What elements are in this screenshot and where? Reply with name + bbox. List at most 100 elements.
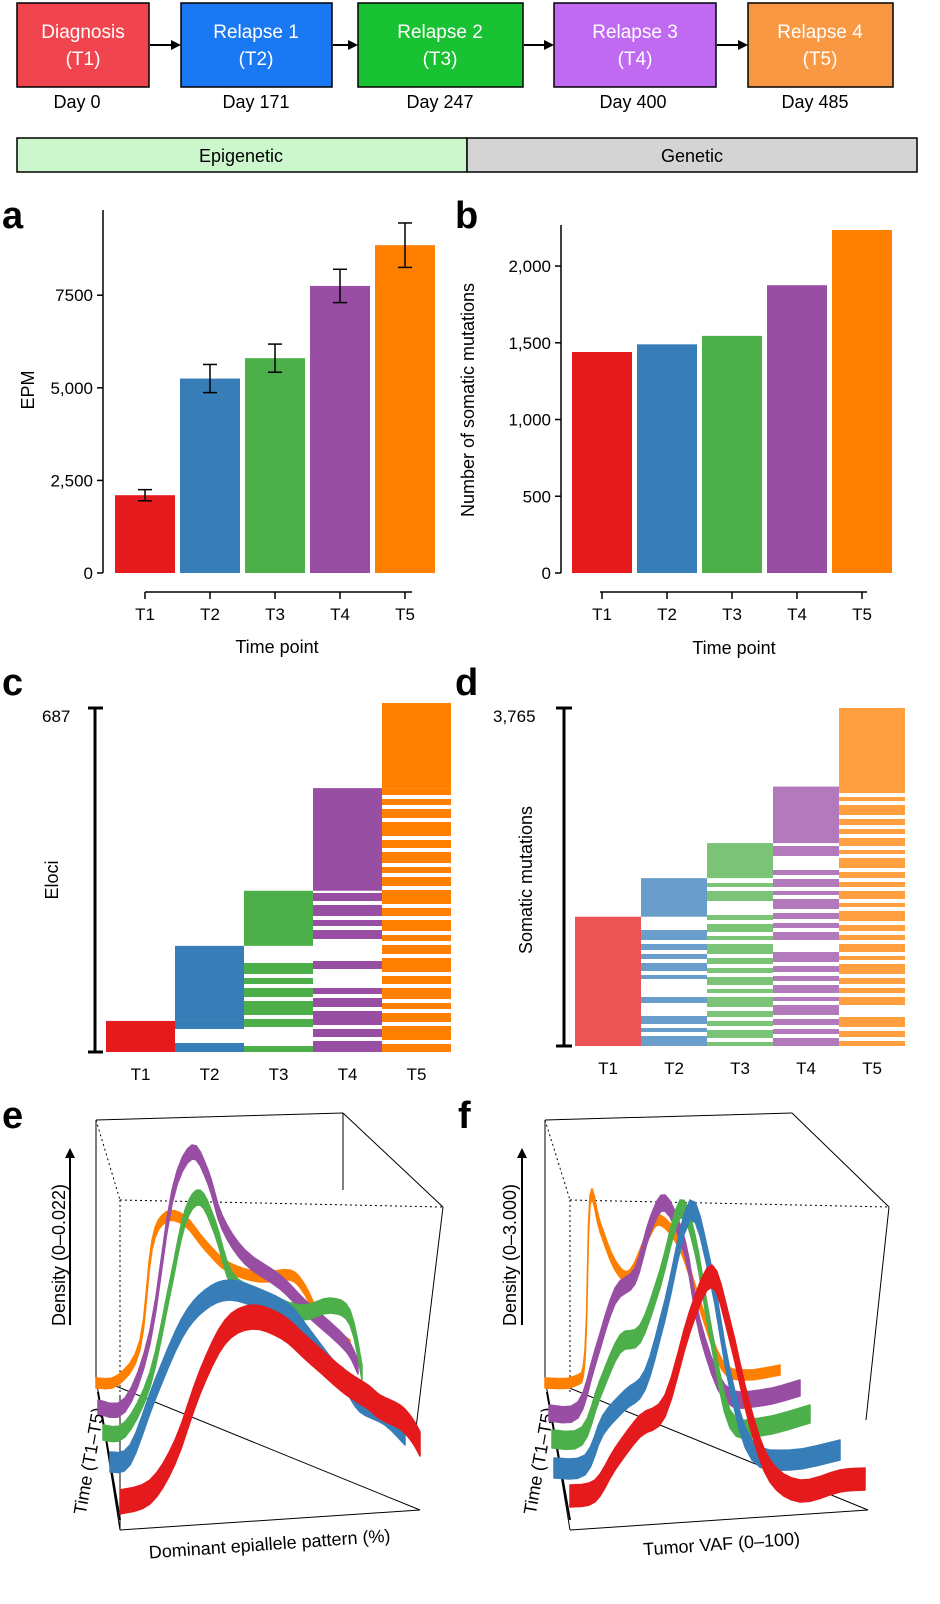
new-block-t5 <box>382 702 451 789</box>
panel-a-bar-chart: Time point EPM 0 2,500 5,000 7500 T1 T2 T3 T4 T5 <box>18 210 435 657</box>
shared-stripe <box>244 1046 313 1052</box>
shared-stripe <box>382 877 451 886</box>
shared-stripe <box>773 1029 839 1034</box>
x-tick-label: T1 <box>135 605 155 624</box>
x-tick-label: T2 <box>657 605 677 624</box>
panel-label-a: a <box>2 195 24 237</box>
shared-stripe <box>382 945 451 954</box>
shared-stripe <box>641 975 707 979</box>
shared-stripe <box>773 899 839 909</box>
stage-box-t2 <box>180 2 333 88</box>
x-tick-label: T1 <box>598 1059 618 1078</box>
new-block-t4 <box>773 786 839 844</box>
shared-stripe <box>707 958 773 964</box>
bar-t4 <box>767 285 827 573</box>
band-label-genetic: Genetic <box>661 146 723 166</box>
stage-day-t5: Day 485 <box>781 92 848 112</box>
shared-stripe <box>313 1011 382 1025</box>
panel-c-loci-matrix: 687 Eloci T1 T2 T3 T4 T5 <box>42 702 451 1084</box>
shared-stripe <box>707 1030 773 1038</box>
shared-stripe <box>244 988 313 997</box>
y-tick-label: 500 <box>523 487 551 506</box>
panel-c-y-title: Eloci <box>42 860 62 899</box>
y-tick-label: 2,000 <box>508 257 551 276</box>
y-tick-label: 0 <box>542 564 551 583</box>
panel-e-3d-density: Density (0–0.022) Time (T1–T5) Dominant … <box>49 1112 444 1562</box>
bar-t2 <box>637 344 697 573</box>
shared-stripe <box>175 1020 244 1029</box>
ridge-t1 <box>119 1304 421 1515</box>
shared-stripe <box>382 840 451 848</box>
bar-t3 <box>245 358 305 573</box>
shared-stripe <box>773 966 839 972</box>
bar-t5 <box>832 229 892 574</box>
shared-stripe <box>773 879 839 887</box>
shared-stripe <box>382 822 451 836</box>
x-tick-label: T3 <box>730 1059 750 1078</box>
panel-d-y-title: Somatic mutations <box>516 806 536 954</box>
shared-stripe <box>773 891 839 895</box>
shared-stripe <box>707 989 773 993</box>
shared-stripe <box>382 976 451 984</box>
shared-stripe <box>641 1016 707 1024</box>
shared-stripe <box>773 913 839 919</box>
new-block-t5 <box>839 708 905 787</box>
new-block-t1 <box>106 1020 175 1052</box>
shared-stripe <box>641 930 707 940</box>
stage-t1: Diagnosis (T1) Day 0 <box>16 2 150 112</box>
stage-title-t5: Relapse 4 <box>777 22 863 43</box>
shared-stripe <box>707 997 773 1007</box>
shared-stripe <box>382 852 451 863</box>
shared-stripe <box>313 930 382 939</box>
ridge-t3 <box>551 1199 811 1451</box>
shared-stripe <box>773 846 839 856</box>
shared-stripe <box>707 883 773 887</box>
panel-b-x-title: Time point <box>692 638 775 658</box>
shared-stripe <box>313 961 382 969</box>
shared-stripe <box>773 985 839 993</box>
shared-stripe <box>641 954 707 959</box>
shared-stripe <box>707 1011 773 1017</box>
shared-stripe <box>839 872 905 878</box>
shared-stripe <box>839 988 905 993</box>
x-tick-label: T5 <box>407 1065 427 1084</box>
bar-t5 <box>375 245 435 573</box>
shared-stripe <box>641 1028 707 1032</box>
stage-box-t5 <box>747 2 894 88</box>
shared-stripe <box>175 1043 244 1052</box>
ridge-t3 <box>102 1189 363 1443</box>
x-tick-label: T2 <box>200 1065 220 1084</box>
shared-stripe <box>707 924 773 932</box>
panel-label-d: d <box>455 662 478 704</box>
panel-b-y-title: Number of somatic mutations <box>458 283 478 517</box>
shared-stripe <box>382 1003 451 1009</box>
ridge-t5 <box>544 1187 781 1390</box>
shared-stripe <box>244 1001 313 1015</box>
shared-stripe <box>707 1042 773 1046</box>
panel-label-e: e <box>2 1095 23 1137</box>
x-tick-label: T4 <box>338 1065 358 1084</box>
shared-stripe <box>773 923 839 928</box>
shared-stripe <box>773 1019 839 1025</box>
stage-title-t4: Relapse 3 <box>592 22 678 43</box>
x-tick-label: T3 <box>265 605 285 624</box>
shared-stripe <box>839 1031 905 1037</box>
shared-stripe <box>707 1021 773 1026</box>
x-tick-label: T1 <box>131 1065 151 1084</box>
shared-stripe <box>839 797 905 801</box>
shared-stripe <box>244 963 313 974</box>
shared-stripe <box>641 963 707 971</box>
shared-stripe <box>382 799 451 805</box>
shared-stripe <box>773 1038 839 1046</box>
stage-day-t2: Day 171 <box>222 92 289 112</box>
shared-stripe <box>707 977 773 985</box>
shared-stripe <box>382 867 451 873</box>
y-tick-label: 5,000 <box>50 379 93 398</box>
shared-stripe <box>707 968 773 973</box>
shared-stripe <box>382 958 451 972</box>
shared-stripe <box>839 911 905 921</box>
stage-day-t1: Day 0 <box>53 92 100 112</box>
band-epigenetic <box>16 137 468 173</box>
shared-stripe <box>707 944 773 954</box>
shared-stripe <box>839 964 905 974</box>
